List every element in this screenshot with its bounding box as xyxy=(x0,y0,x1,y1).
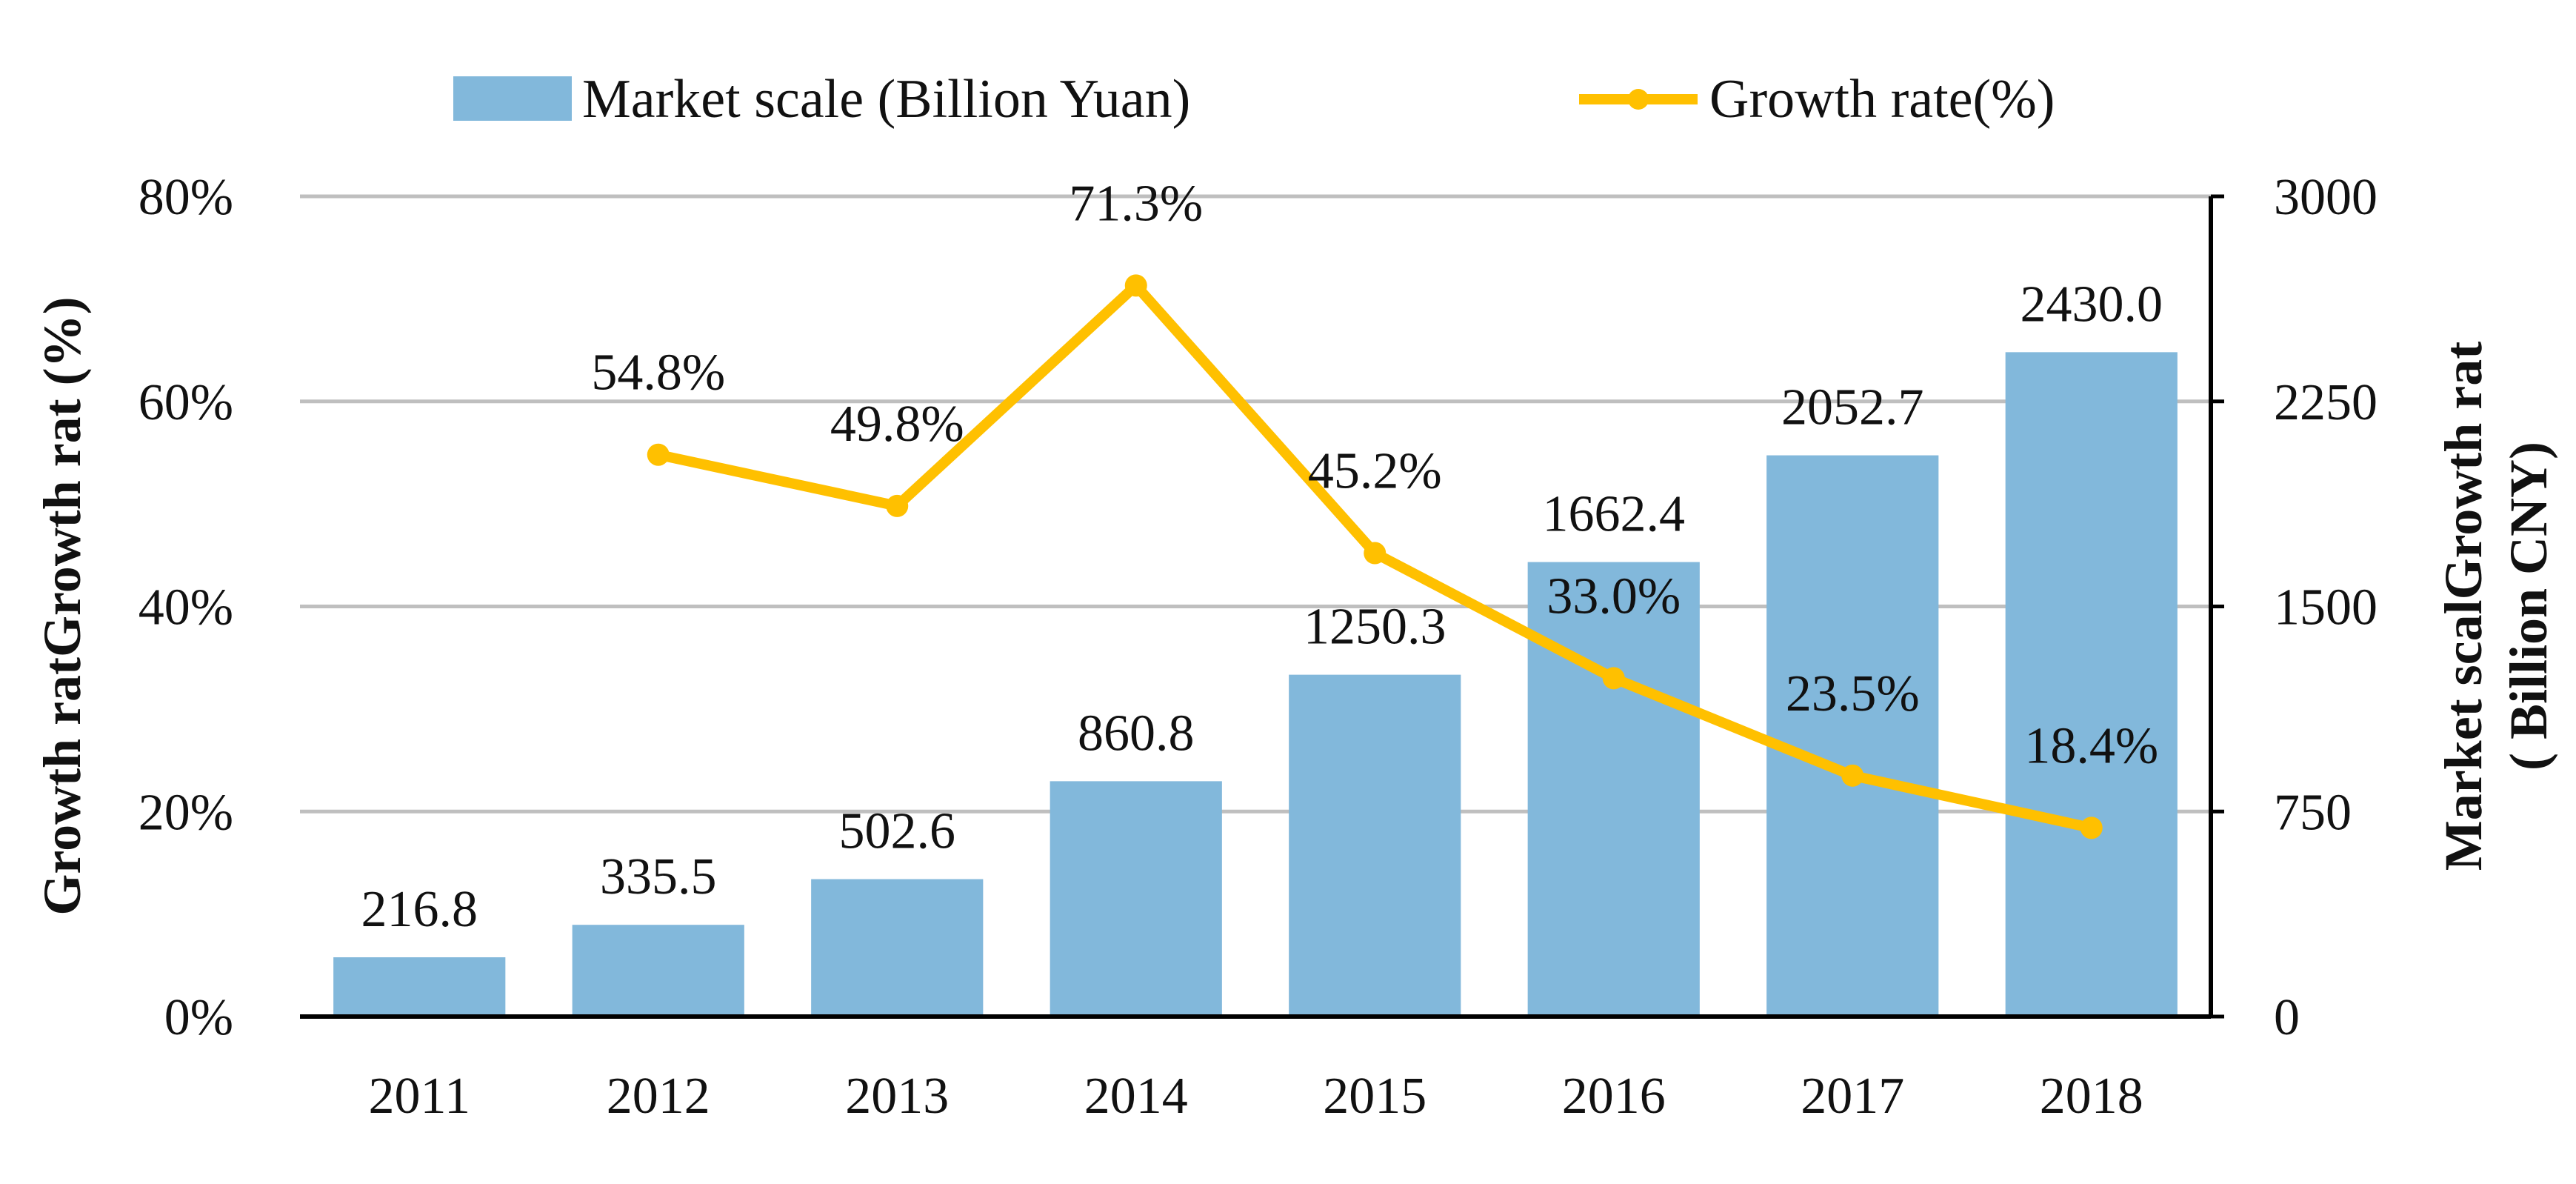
line-series xyxy=(647,274,2103,839)
growth-value-label: 71.3% xyxy=(1069,175,1203,232)
bar-value-label: 502.6 xyxy=(839,803,956,860)
x-tick-label: 2011 xyxy=(369,1068,470,1125)
y-left-tick-label: 80% xyxy=(139,169,233,226)
y-left-tick-label: 20% xyxy=(139,784,233,841)
bar xyxy=(811,879,984,1017)
growth-point xyxy=(2080,817,2103,839)
bar-value-label: 1250.3 xyxy=(1304,599,1447,656)
bar xyxy=(1766,455,1939,1017)
y-right-tick-label: 1500 xyxy=(2274,579,2378,636)
growth-point xyxy=(647,443,670,466)
y-right-tick-label: 2250 xyxy=(2274,374,2378,431)
y-left-tick-label: 0% xyxy=(164,989,233,1046)
x-tick-label: 2013 xyxy=(845,1068,949,1125)
x-tick-label: 2018 xyxy=(2040,1068,2143,1125)
x-tick-label: 2014 xyxy=(1084,1068,1188,1125)
bar-value-label: 2052.7 xyxy=(1781,379,1924,436)
y-right-axis-title-line2: ( Billion CNY) xyxy=(2499,442,2558,771)
bar xyxy=(1050,781,1222,1017)
legend-bar-label: Market scale (Billion Yuan) xyxy=(582,69,1190,130)
y-left-tick-label: 40% xyxy=(139,579,233,636)
y-right-tick-label: 0 xyxy=(2274,989,2300,1046)
data-labels: 216.8 335.5 502.6 860.8 1250.3 1662.4 2052.7 24… xyxy=(361,175,2163,938)
y-left-tick-label: 60% xyxy=(139,374,233,431)
y-left-axis-title: Growth ratGrowth rat (%) xyxy=(33,296,92,915)
y-right-tick-label: 3000 xyxy=(2274,169,2378,226)
bar xyxy=(572,925,744,1017)
y-right-tick-label: 750 xyxy=(2274,784,2352,841)
bar xyxy=(1527,562,1700,1017)
bar-series xyxy=(333,352,2178,1017)
legend-bar-swatch xyxy=(453,76,572,121)
bar-value-label: 335.5 xyxy=(600,848,717,905)
legend: Market scale (Billion Yuan) Growth rate(… xyxy=(453,69,2055,130)
bar-value-label: 216.8 xyxy=(361,881,478,938)
growth-value-label: 54.8% xyxy=(591,345,725,402)
bar xyxy=(1289,674,1461,1017)
growth-value-label: 23.5% xyxy=(1786,665,1920,722)
bar-value-label: 1662.4 xyxy=(1543,486,1686,543)
growth-value-label: 45.2% xyxy=(1308,443,1442,500)
growth-point xyxy=(1364,542,1387,565)
x-tick-label: 2012 xyxy=(607,1068,710,1125)
growth-value-label: 18.4% xyxy=(2024,717,2158,774)
growth-value-label: 33.0% xyxy=(1546,568,1681,625)
growth-value-label: 49.8% xyxy=(830,396,964,453)
tick-labels: 2011 2012 2013 2014 2015 2016 2017 2018 0% 20% 40%… xyxy=(139,169,2378,1125)
legend-line-marker xyxy=(1628,89,1649,110)
y-right-axis-title-line1: Market scalGrowth rat xyxy=(2434,342,2493,871)
legend-line-label: Growth rate(%) xyxy=(1709,69,2055,130)
growth-point xyxy=(886,494,909,517)
growth-point xyxy=(1841,764,1864,787)
bar xyxy=(333,957,506,1017)
growth-point xyxy=(1124,274,1147,297)
bar-value-label: 860.8 xyxy=(1078,705,1195,762)
bar xyxy=(2005,352,2178,1017)
bar-value-label: 2430.0 xyxy=(2021,276,2163,333)
growth-point xyxy=(1602,667,1625,690)
x-tick-label: 2017 xyxy=(1801,1068,1904,1125)
x-tick-label: 2016 xyxy=(1562,1068,1666,1125)
x-tick-label: 2015 xyxy=(1323,1068,1427,1125)
axes xyxy=(300,194,2224,1019)
